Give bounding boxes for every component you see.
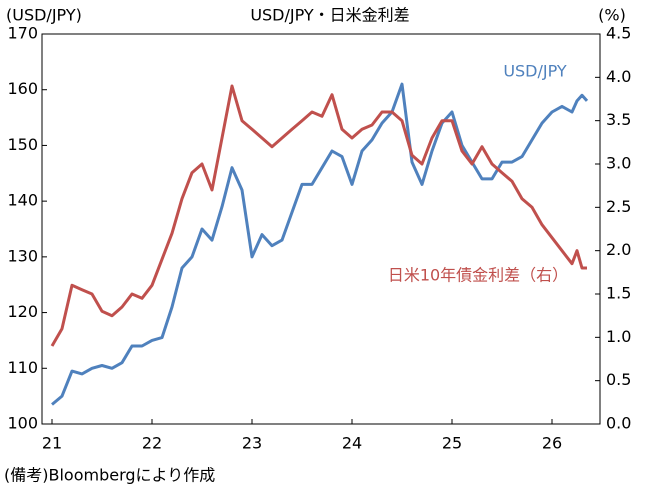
series-line: [50, 84, 587, 347]
series-label: 日米10年債金利差（右）: [388, 266, 568, 285]
y-tick-label: 140: [7, 191, 38, 210]
y2-tick-label: 2.0: [606, 240, 631, 259]
y-tick-label: 150: [7, 135, 38, 154]
y2-tick-label: 4.5: [606, 24, 631, 43]
series-line: [51, 82, 589, 406]
y-tick-label: 110: [7, 358, 38, 377]
y-tick-label: 130: [7, 246, 38, 265]
y2-axis-label: (%): [598, 6, 626, 25]
chart-title: USD/JPY・日米金利差: [250, 6, 409, 25]
y2-tick-label: 0.0: [606, 414, 631, 433]
note: (備考)Bloombergにより作成: [4, 466, 215, 485]
y2-tick-label: 2.5: [606, 197, 631, 216]
x-tick-label: 26: [542, 434, 562, 453]
x-tick-label: 25: [442, 434, 462, 453]
x-tick-label: 24: [342, 434, 362, 453]
y-tick-label: 120: [7, 302, 38, 321]
x-tick-label: 23: [242, 434, 262, 453]
plot-frame: [41, 33, 601, 425]
y2-tick-label: 3.5: [606, 110, 631, 129]
y2-tick-label: 3.0: [606, 154, 631, 173]
y2-tick-label: 1.0: [606, 327, 631, 346]
y2-tick-label: 0.5: [606, 370, 631, 389]
y-tick-label: 160: [7, 79, 38, 98]
y-tick-label: 170: [7, 24, 38, 43]
y-axis-label: (USD/JPY): [6, 6, 82, 25]
x-tick-label: 22: [142, 434, 162, 453]
y-tick-label: 100: [7, 414, 38, 433]
x-tick-label: 21: [42, 434, 62, 453]
y2-tick-label: 1.5: [606, 284, 631, 303]
y2-tick-label: 4.0: [606, 67, 631, 86]
series-label: USD/JPY: [503, 62, 567, 81]
